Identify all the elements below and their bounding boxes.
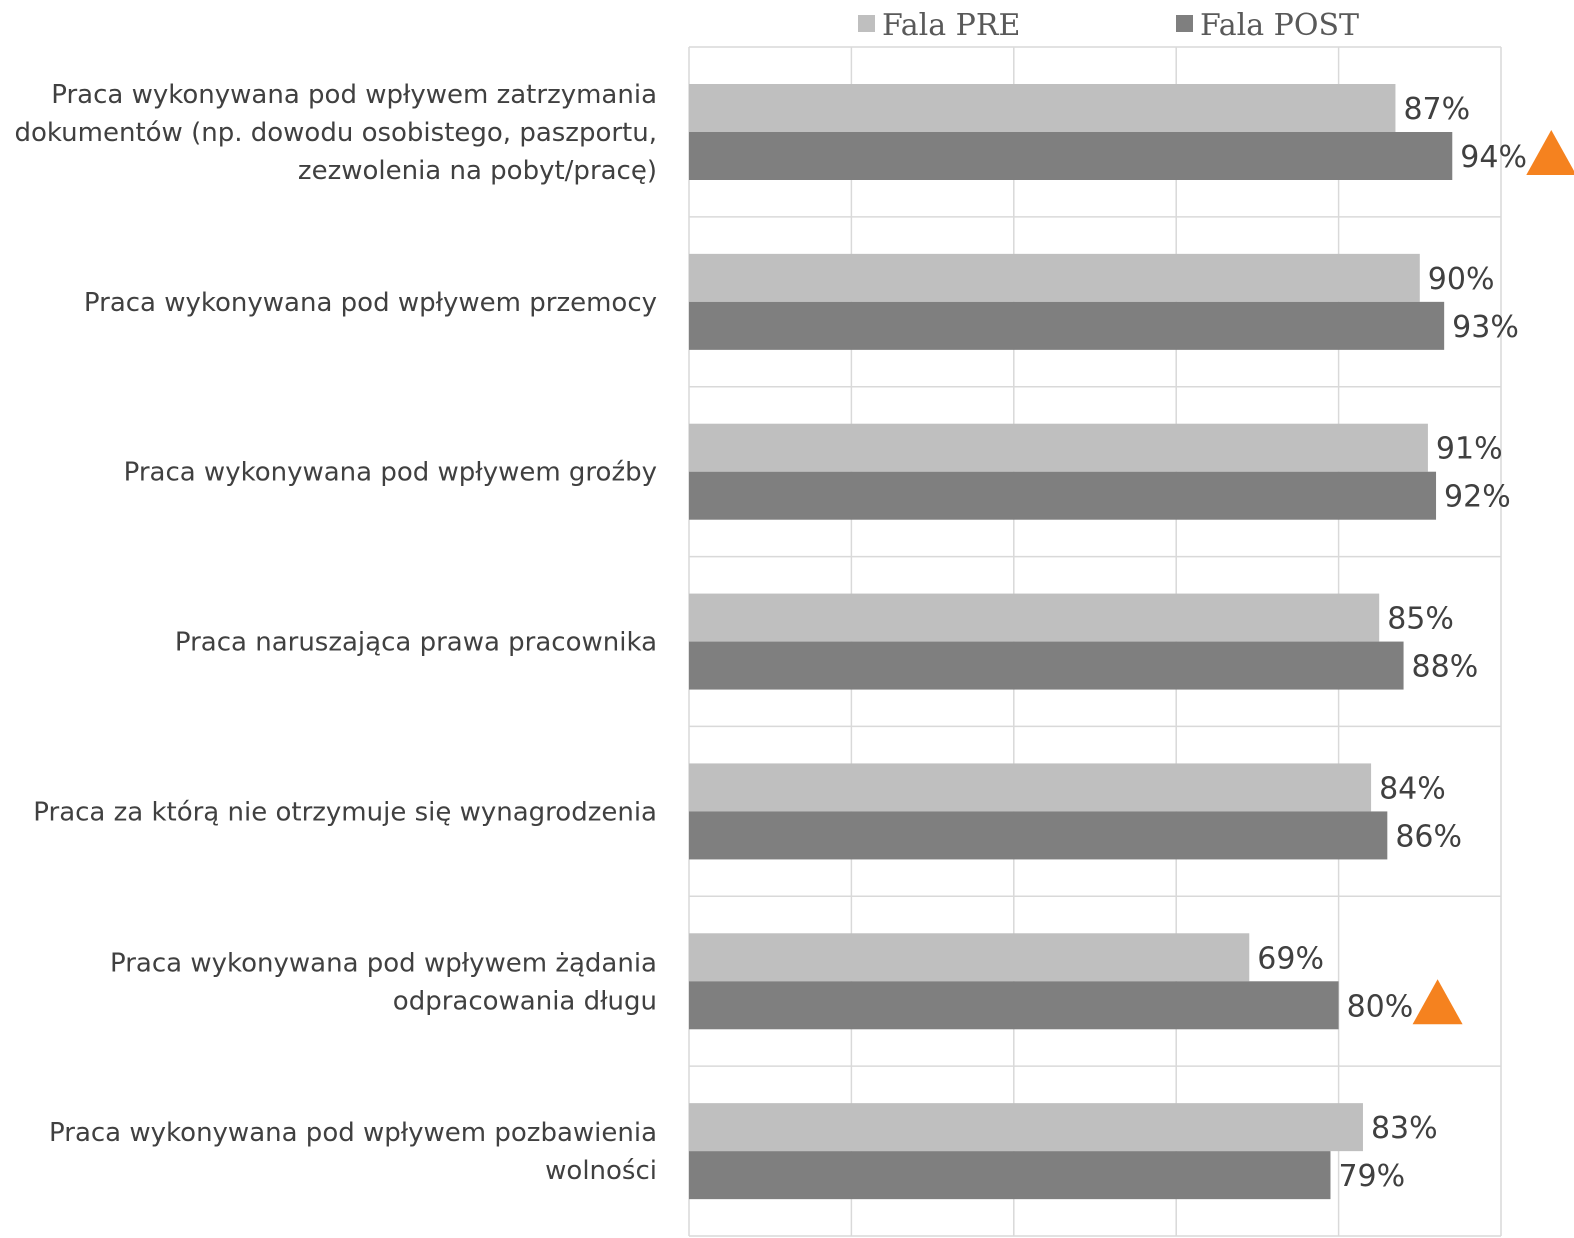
category-label-1: zezwolenia na pobyt/pracę) [298, 156, 657, 186]
value-label-pre-4: 85% [1387, 602, 1454, 637]
value-label-post-4: 88% [1412, 650, 1479, 685]
bar-pre-6 [689, 933, 1250, 982]
category-label-3: Praca wykonywana pod wpływem groźby [124, 458, 657, 488]
value-label-post-5: 86% [1395, 819, 1462, 854]
bar-post-1 [689, 132, 1453, 180]
value-label-post-3: 92% [1444, 480, 1511, 515]
bar-post-2 [689, 301, 1445, 350]
category-label-5: Praca za którą nie otrzymuje się wynagro… [33, 797, 657, 827]
value-label-pre-7: 83% [1371, 1111, 1438, 1146]
category-label-7: Praca wykonywana pod wpływem pozbawienia [49, 1118, 657, 1148]
value-label-pre-5: 84% [1379, 771, 1446, 806]
category-label-7: wolności [545, 1156, 657, 1186]
legend: Fala PRE Fala POST [858, 8, 1359, 43]
value-label-post-1: 94% [1460, 140, 1527, 175]
category-label-4: Praca naruszająca prawa pracownika [175, 628, 657, 658]
bar-pre-5 [689, 763, 1372, 812]
value-label-post-2: 93% [1452, 310, 1519, 345]
bar-pre-2 [689, 253, 1420, 302]
category-label-2: Praca wykonywana pod wpływem przemocy [84, 288, 657, 318]
triangle-up-icon [1412, 979, 1463, 1025]
bar-pre-1 [689, 84, 1396, 132]
legend-label-post: Fala POST [1200, 8, 1359, 43]
bar-pre-4 [689, 593, 1380, 642]
bar-pre-7 [689, 1103, 1363, 1152]
value-label-post-6: 80% [1347, 989, 1414, 1024]
bar-post-3 [689, 471, 1437, 520]
value-label-pre-1: 87% [1403, 92, 1470, 127]
bar-post-4 [689, 641, 1404, 690]
value-label-post-7: 79% [1338, 1159, 1405, 1194]
category-labels: Praca wykonywana pod wpływem zatrzymania… [15, 80, 658, 1186]
bar-post-6 [689, 981, 1339, 1030]
category-label-1: dokumentów (np. dowodu osobistego, paszp… [15, 118, 658, 148]
value-label-pre-3: 91% [1436, 432, 1503, 467]
bar-post-5 [689, 811, 1388, 860]
legend-swatch-pre [858, 15, 875, 32]
legend-label-pre: Fala PRE [882, 8, 1020, 43]
category-label-6: Praca wykonywana pod wpływem żądania [110, 948, 657, 978]
value-label-pre-2: 90% [1428, 262, 1495, 297]
category-label-1: Praca wykonywana pod wpływem zatrzymania [51, 80, 657, 110]
bar-post-7 [689, 1151, 1331, 1200]
value-label-pre-6: 69% [1257, 941, 1324, 976]
bar-pre-3 [689, 423, 1428, 472]
legend-swatch-post [1176, 15, 1193, 32]
category-label-6: odpracowania długu [393, 986, 657, 1016]
bars: 87% 94% 90% 93% 91% 92% 85% 88% 84% 86% 69% 80% 83% 7… [689, 84, 1574, 1200]
triangle-up-icon [1526, 130, 1574, 175]
